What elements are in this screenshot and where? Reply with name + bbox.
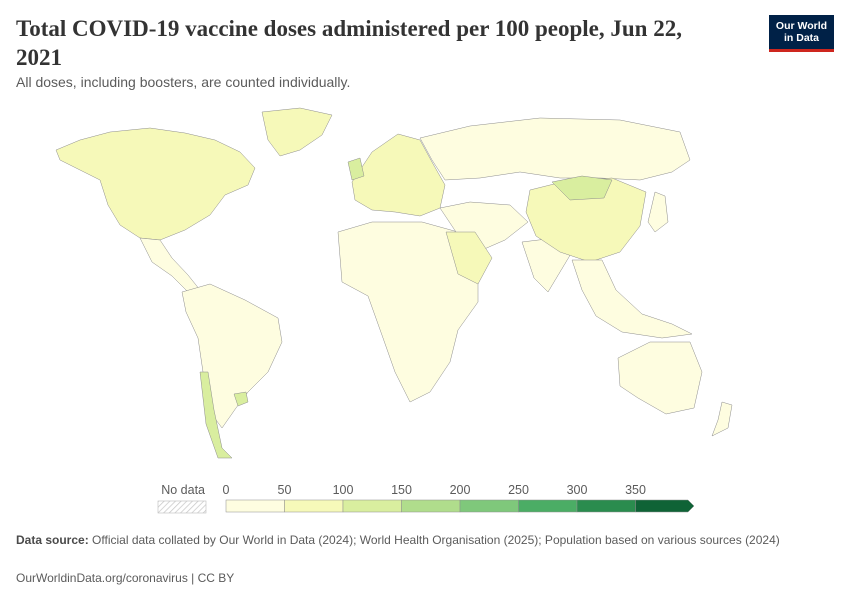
region-chile[interactable] — [199, 371, 233, 459]
legend-bin-300 — [576, 499, 636, 513]
data-source: Data source: Official data collated by O… — [16, 533, 806, 548]
legend-bin-100 — [342, 499, 402, 513]
legend-bins — [225, 499, 695, 513]
legend-bin-50 — [284, 499, 344, 513]
region-greenland[interactable] — [261, 107, 333, 157]
region-mongolia[interactable] — [551, 175, 613, 201]
legend-tick-350: 350 — [625, 483, 646, 497]
region-europe[interactable] — [351, 133, 446, 217]
no-data-label: No data — [161, 483, 205, 497]
footer-link[interactable]: OurWorldinData.org/coronavirus | CC BY — [16, 571, 235, 585]
region-south-america[interactable] — [181, 283, 283, 429]
color-legend: No data 0 50 100 150 200 250 300 350 — [157, 483, 695, 514]
legend-tick-0: 0 — [223, 483, 230, 497]
region-united-kingdom[interactable] — [347, 157, 365, 181]
region-central-america[interactable] — [139, 237, 201, 293]
legend-tick-300: 300 — [567, 483, 588, 497]
legend-ticks: 0 50 100 150 200 250 300 350 — [223, 483, 646, 497]
legend-tick-150: 150 — [391, 483, 412, 497]
world-map[interactable] — [0, 100, 850, 470]
legend-tick-250: 250 — [508, 483, 529, 497]
region-new-zealand[interactable] — [711, 401, 733, 437]
legend-bin-250 — [518, 499, 578, 513]
chart-subtitle: All doses, including boosters, are count… — [16, 74, 351, 90]
data-source-label: Data source: — [16, 533, 89, 547]
legend-tick-100: 100 — [333, 483, 354, 497]
chart-title: Total COVID-19 vaccine doses administere… — [16, 16, 682, 70]
no-data-swatch — [157, 500, 207, 514]
region-southeast-asia[interactable] — [571, 259, 693, 339]
region-north-america[interactable] — [55, 127, 256, 241]
legend-bin-350 — [635, 499, 695, 513]
logo-line-2: in Data — [783, 32, 819, 44]
legend-bin-150 — [401, 499, 461, 513]
legend-bin-200 — [459, 499, 519, 513]
legend-tick-50: 50 — [278, 483, 292, 497]
region-africa[interactable] — [337, 221, 479, 403]
map-regions — [55, 107, 733, 459]
region-uruguay[interactable] — [233, 391, 249, 407]
region-russia[interactable] — [419, 117, 691, 181]
legend-bin-0 — [225, 499, 285, 513]
data-source-text: Official data collated by Our World in D… — [92, 533, 780, 547]
legend-tick-200: 200 — [450, 483, 471, 497]
region-japan[interactable] — [647, 191, 669, 233]
logo-line-1: Our World — [775, 20, 828, 32]
owid-logo[interactable]: Our World in Data — [769, 15, 834, 52]
region-saudi-arabia[interactable] — [445, 231, 493, 285]
region-australia[interactable] — [617, 341, 703, 415]
